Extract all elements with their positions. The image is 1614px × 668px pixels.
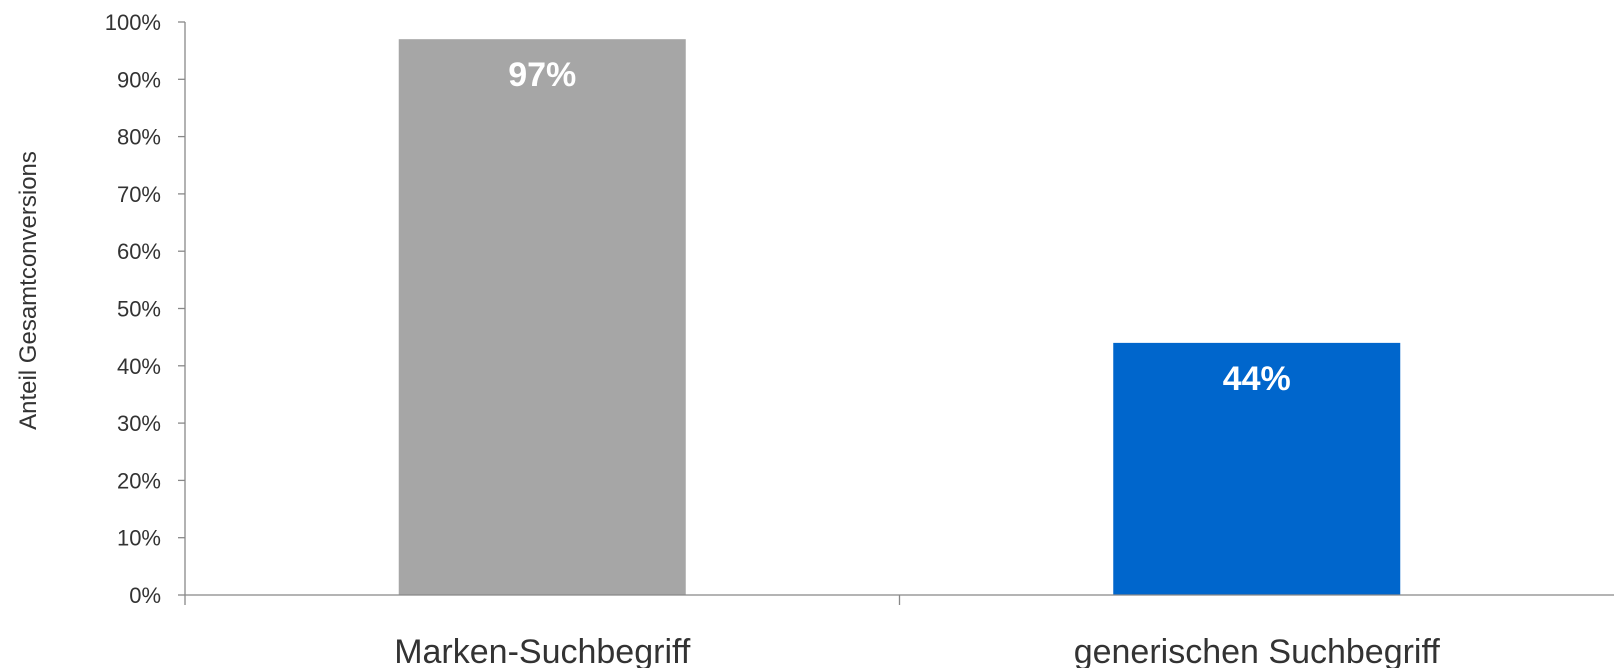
y-axis-ticks: 0% 10% 20% 30% 40% 50% 60% 70% 80% 90% 100% [105, 10, 185, 608]
y-tick-label: 10% [117, 526, 161, 551]
y-axis-title: Anteil Gesamtconversions [15, 151, 42, 430]
y-tick-label: 30% [117, 411, 161, 436]
bar [1113, 342, 1401, 595]
y-tick-label: 60% [117, 239, 161, 264]
bar-value-label: 97% [508, 56, 576, 94]
x-category-label: generischen Suchbegriff [1074, 633, 1441, 668]
y-tick-label: 50% [117, 297, 161, 322]
y-tick-label: 70% [117, 182, 161, 207]
y-tick-label: 80% [117, 125, 161, 150]
x-category-label: Marken-Suchbegriff [394, 633, 691, 668]
y-tick-label: 0% [129, 583, 161, 608]
y-tick-label: 40% [117, 354, 161, 379]
y-tick-label: 20% [117, 468, 161, 493]
bars: 97% 44% [398, 39, 1401, 595]
x-axis-ticks: Marken-Suchbegriff generischen Suchbegrif… [184, 595, 1441, 668]
y-tick-label: 100% [105, 10, 161, 35]
bar-value-label: 44% [1223, 360, 1291, 398]
bar [398, 39, 686, 595]
y-tick-label: 90% [117, 67, 161, 92]
